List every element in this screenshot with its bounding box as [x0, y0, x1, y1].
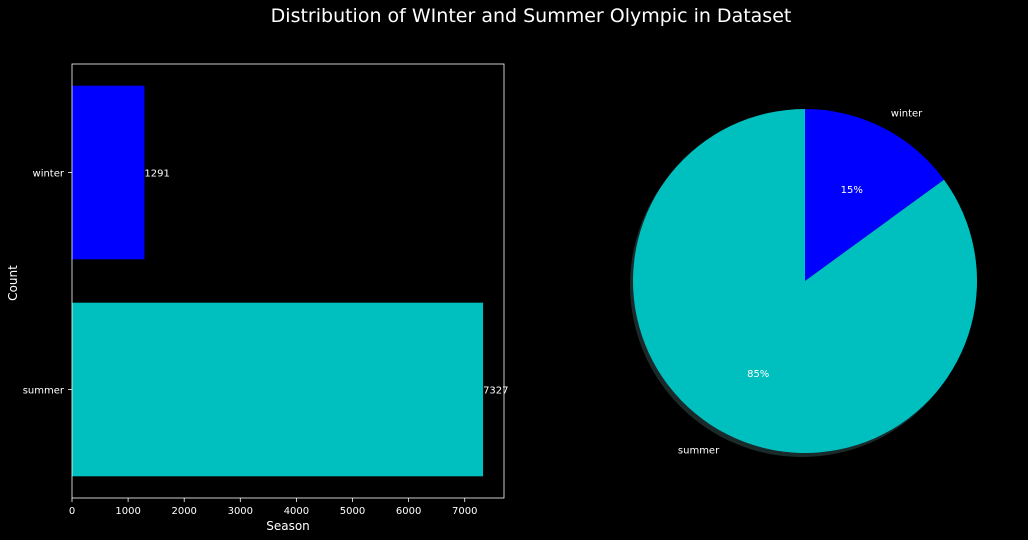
- x-tick-label: 4000: [284, 506, 309, 517]
- bar-summer: [72, 302, 484, 477]
- figure-title: Distribution of WInter and Summer Olympi…: [271, 5, 792, 27]
- pie-label-winter: winter: [891, 108, 923, 119]
- y-tick-label-summer: summer: [23, 386, 65, 397]
- pie-label-summer: summer: [678, 446, 720, 457]
- bar-winter: [72, 85, 145, 260]
- x-tick-label: 0: [69, 506, 75, 517]
- bar-x-axis-label: Season: [266, 519, 310, 533]
- bar-axes-frame: [71, 63, 505, 499]
- x-tick-label: 7000: [452, 506, 477, 517]
- x-tick-label: 1000: [115, 506, 140, 517]
- x-tick-label: 2000: [171, 506, 196, 517]
- x-tick-label: 3000: [228, 506, 253, 517]
- pie-slice-summer: [633, 109, 977, 453]
- pie-chart: winter 15% summer 85%: [630, 108, 977, 457]
- bar-y-axis-label: Count: [6, 265, 20, 301]
- x-tick-label: 5000: [340, 506, 365, 517]
- pie-slice-winter: [805, 109, 945, 281]
- pie-pct-summer: 85%: [747, 369, 769, 380]
- bar-value-label-winter: 1291: [144, 169, 169, 180]
- pie-pct-winter: 15%: [841, 185, 863, 196]
- y-tick-label-winter: winter: [33, 169, 65, 180]
- bar-value-label-summer: 7327: [483, 386, 508, 397]
- bar-chart: 1291 7327 0 1000 2000 3000 4000 5000 6000 7000 w…: [6, 63, 509, 533]
- x-tick-label: 6000: [396, 506, 421, 517]
